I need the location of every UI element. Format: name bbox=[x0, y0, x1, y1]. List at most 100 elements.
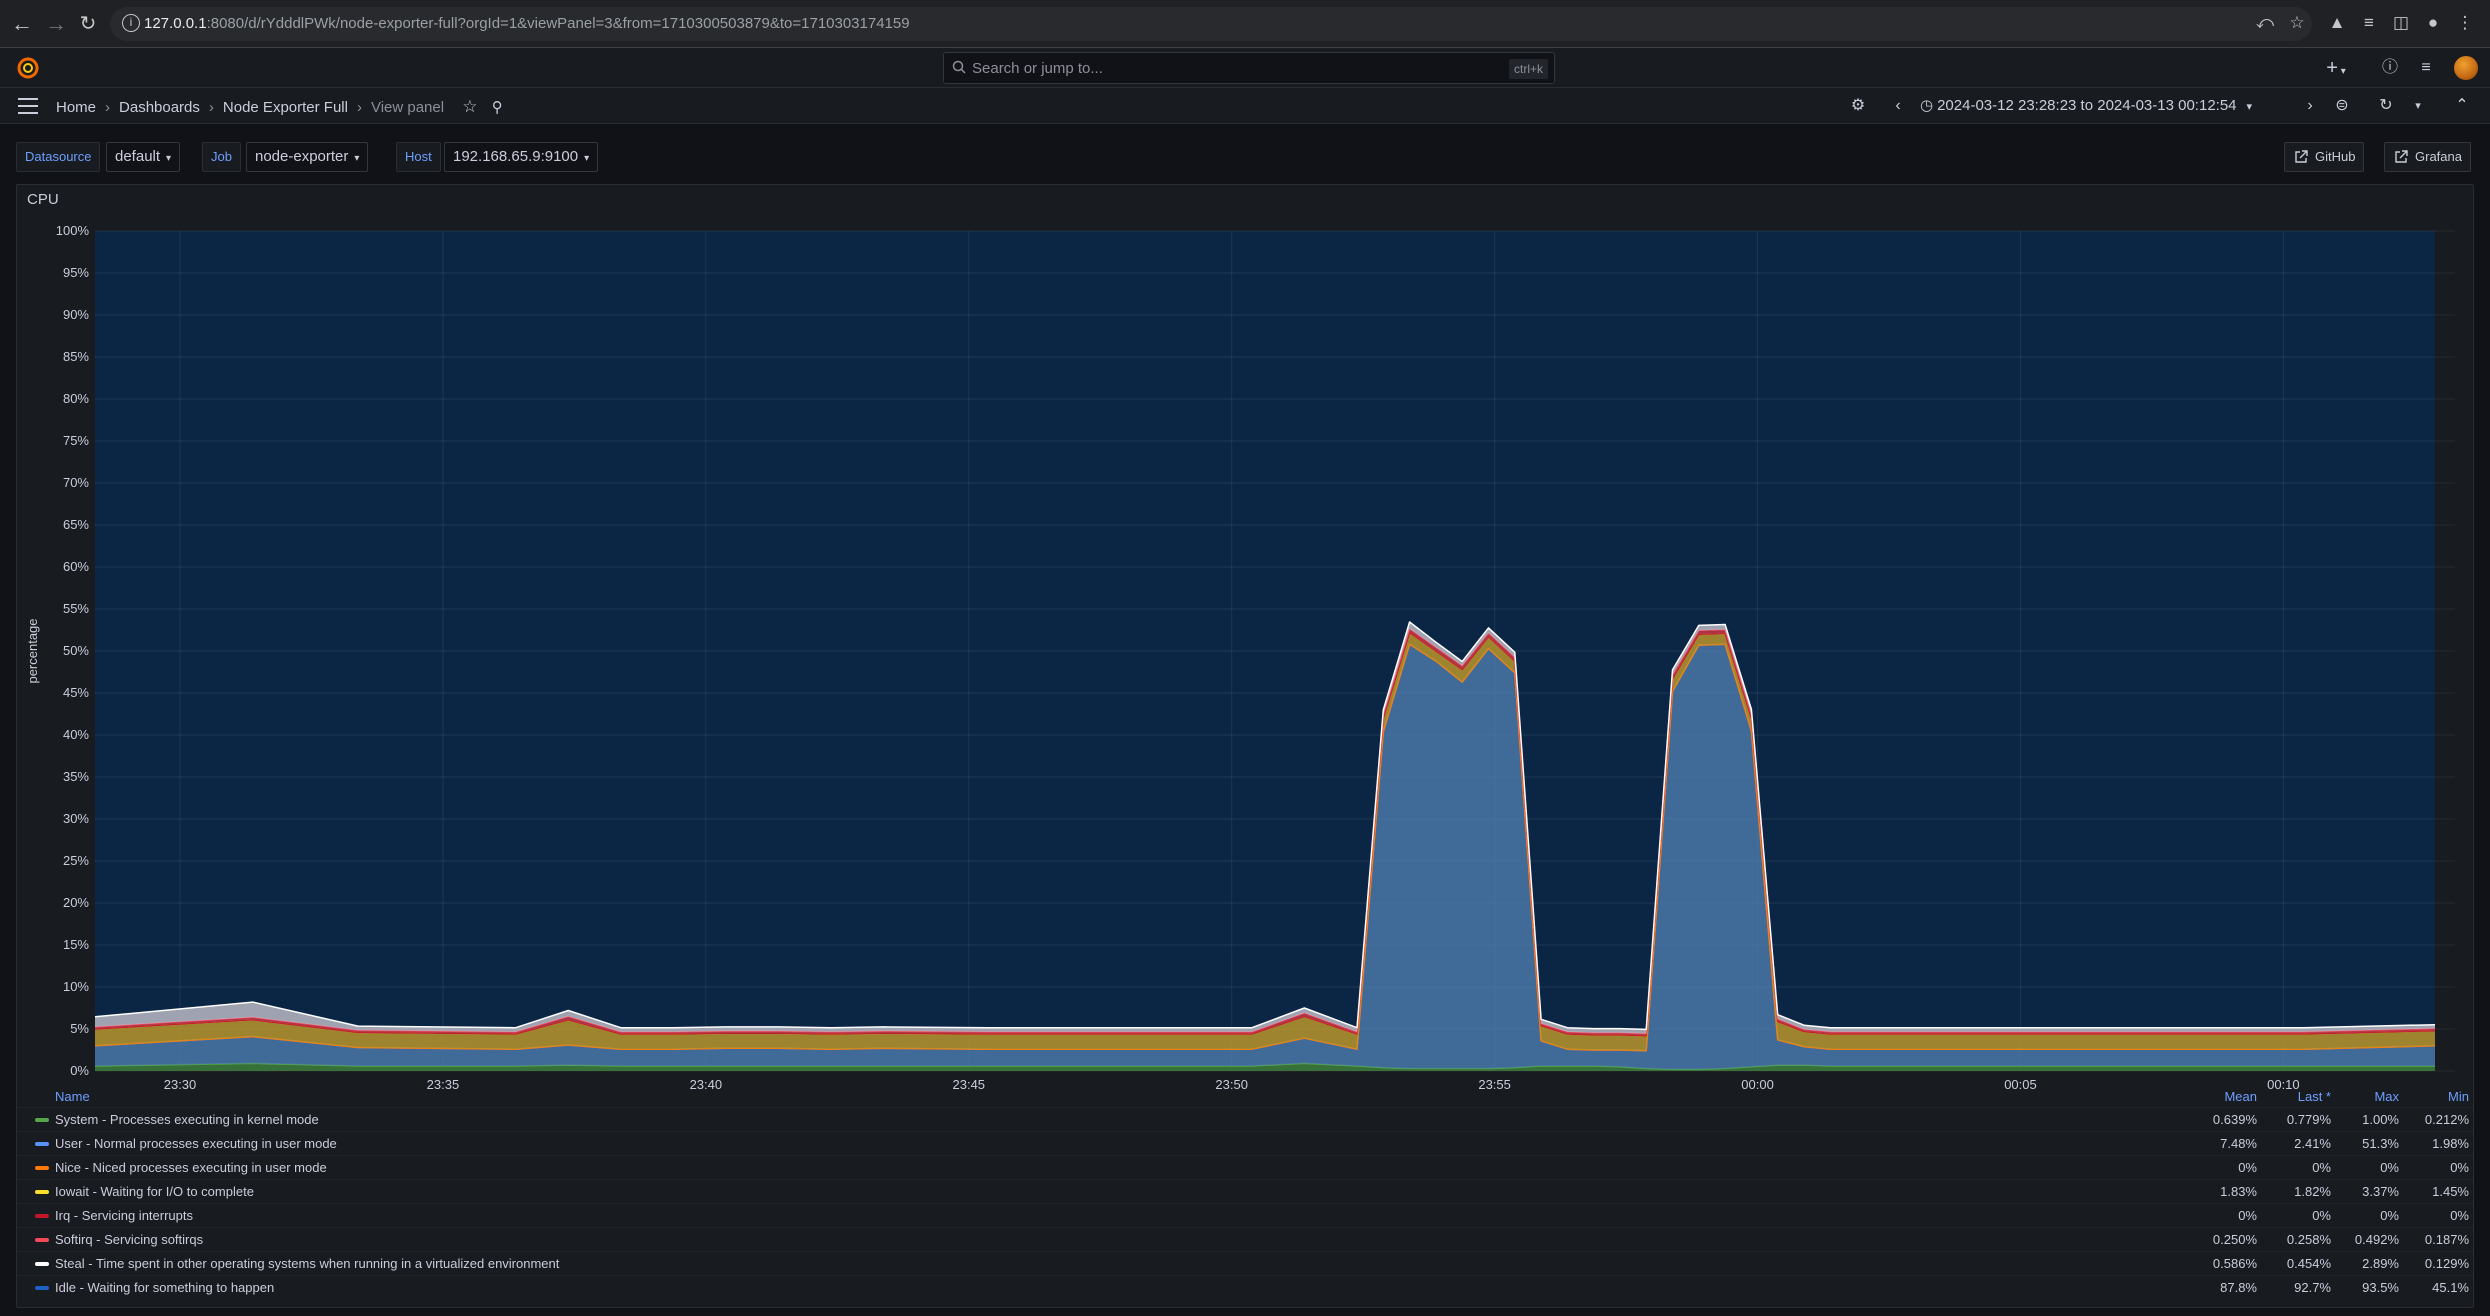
legend-min-value: 0.212% bbox=[2424, 1112, 2469, 1127]
legend-series-name[interactable]: System - Processes executing in kernel m… bbox=[55, 1112, 319, 1127]
menu-kebab-icon[interactable]: ⋮ bbox=[2456, 13, 2474, 32]
breadcrumb-home[interactable]: Home bbox=[56, 99, 97, 116]
profile-icon[interactable]: ● bbox=[2427, 13, 2439, 32]
variable-select-datasource[interactable]: default ▾ bbox=[106, 142, 181, 172]
chart-legend: Name Mean Last * Max Min System - Proces… bbox=[17, 1085, 2473, 1305]
chevron-right-icon: › bbox=[208, 99, 214, 116]
legend-row[interactable]: Idle - Waiting for something to happen 87… bbox=[17, 1275, 2473, 1299]
variable-label-job: Job bbox=[202, 142, 241, 172]
panel-title[interactable]: CPU bbox=[27, 191, 59, 208]
share-dashboard-icon[interactable]: ⚲ bbox=[491, 99, 503, 116]
star-icon[interactable]: ☆ bbox=[462, 97, 478, 116]
y-tick-label: 45% bbox=[63, 685, 89, 700]
y-tick-label: 90% bbox=[63, 307, 89, 322]
legend-series-name[interactable]: Idle - Waiting for something to happen bbox=[55, 1280, 275, 1295]
variable-label-host: Host bbox=[396, 142, 441, 172]
template-variables: Datasource default ▾ Job node-exporter ▾ H… bbox=[0, 124, 2490, 182]
legend-header-name[interactable]: Name bbox=[55, 1089, 90, 1104]
time-back-icon[interactable]: ‹ bbox=[1895, 97, 1901, 114]
help-icon[interactable]: ⓘ bbox=[2381, 59, 2398, 76]
search-input[interactable]: Search or jump to... ctrl+k bbox=[943, 52, 1555, 84]
breadcrumb-dashboard[interactable]: Node Exporter Full bbox=[222, 99, 348, 116]
y-tick-label: 60% bbox=[63, 559, 89, 574]
x-tick-label: 23:40 bbox=[690, 1077, 723, 1092]
collapse-chevron-up-icon[interactable]: ⌃ bbox=[2455, 97, 2469, 114]
x-tick-label: 23:30 bbox=[164, 1077, 197, 1092]
legend-mean-value: 0% bbox=[2238, 1208, 2257, 1223]
refresh-icon[interactable]: ↻ bbox=[2379, 97, 2393, 114]
sidepanel-icon[interactable]: ◫ bbox=[2392, 13, 2410, 32]
menu-hamburger-icon[interactable] bbox=[18, 98, 38, 114]
x-tick-label: 00:00 bbox=[1741, 1077, 1774, 1092]
reload-icon[interactable]: ↻ bbox=[79, 13, 97, 35]
site-info-icon[interactable]: i bbox=[122, 14, 140, 32]
x-tick-label: 23:35 bbox=[427, 1077, 460, 1092]
bookmark-star-icon[interactable]: ☆ bbox=[2289, 13, 2305, 32]
legend-series-name[interactable]: Nice - Niced processes executing in user… bbox=[55, 1160, 327, 1175]
chevron-down-icon: ▾ bbox=[584, 153, 590, 164]
legend-row[interactable]: System - Processes executing in kernel m… bbox=[17, 1107, 2473, 1131]
y-tick-label: 40% bbox=[63, 727, 89, 742]
legend-header-last[interactable]: Last * bbox=[2297, 1089, 2331, 1104]
variable-select-job[interactable]: node-exporter ▾ bbox=[246, 142, 369, 172]
legend-max-value: 0% bbox=[2380, 1208, 2399, 1223]
legend-max-value: 3.37% bbox=[2362, 1184, 2399, 1199]
legend-row[interactable]: Iowait - Waiting for I/O to complete 1.83… bbox=[17, 1179, 2473, 1203]
legend-max-value: 0% bbox=[2380, 1160, 2399, 1175]
github-link-button[interactable]: GitHub bbox=[2284, 142, 2365, 172]
legend-min-value: 1.98% bbox=[2432, 1136, 2469, 1151]
legend-min-value: 1.45% bbox=[2432, 1184, 2469, 1199]
refresh-interval-chevron-icon[interactable]: ▾ bbox=[2415, 100, 2421, 112]
extension-icon[interactable]: ▲ bbox=[2328, 13, 2346, 32]
legend-series-name[interactable]: Steal - Time spent in other operating sy… bbox=[55, 1256, 560, 1271]
search-icon bbox=[952, 60, 966, 74]
variable-select-host[interactable]: 192.168.65.9:9100 ▾ bbox=[444, 142, 599, 172]
media-icon[interactable]: ≡ bbox=[2364, 13, 2374, 32]
legend-row[interactable]: Steal - Time spent in other operating sy… bbox=[17, 1251, 2473, 1275]
time-range-picker[interactable]: ◷ 2024-03-12 23:28:23 to 2024-03-13 00:12… bbox=[1920, 97, 2253, 114]
user-avatar[interactable] bbox=[2454, 56, 2478, 80]
cpu-chart-svg[interactable]: 0% 5% 10% 15% 20% 25% 30% 35% 40% 45% 50% 55% 60% 65%… bbox=[17, 213, 2473, 1093]
add-new-button[interactable]: + ▾ bbox=[2326, 57, 2346, 79]
y-tick-label: 80% bbox=[63, 391, 89, 406]
breadcrumb-current: View panel bbox=[370, 99, 445, 116]
grafana-logo-icon[interactable] bbox=[16, 56, 40, 80]
chevron-down-icon: ▾ bbox=[2246, 101, 2253, 113]
legend-series-name[interactable]: Softirq - Servicing softirqs bbox=[55, 1232, 204, 1247]
settings-gear-icon[interactable]: ⚙ bbox=[1850, 97, 1866, 114]
y-tick-label: 70% bbox=[63, 475, 89, 490]
zoom-out-icon[interactable]: ⊜ bbox=[2335, 97, 2349, 114]
legend-mean-value: 0.250% bbox=[2212, 1232, 2257, 1247]
y-tick-label: 100% bbox=[56, 223, 90, 238]
search-shortcut: ctrl+k bbox=[1508, 59, 1548, 79]
legend-series-name[interactable]: Iowait - Waiting for I/O to complete bbox=[55, 1184, 254, 1199]
legend-row[interactable]: User - Normal processes executing in use… bbox=[17, 1131, 2473, 1155]
legend-row[interactable]: Nice - Niced processes executing in user… bbox=[17, 1155, 2473, 1179]
legend-max-value: 93.5% bbox=[2362, 1280, 2399, 1295]
address-bar[interactable]: i 127.0.0.1:8080/d/rYdddlPWk/node-export… bbox=[110, 7, 2312, 41]
legend-row[interactable]: Softirq - Servicing softirqs 0.250% 0.258%… bbox=[17, 1227, 2473, 1251]
legend-series-name[interactable]: User - Normal processes executing in use… bbox=[55, 1136, 337, 1151]
breadcrumb-dashboards[interactable]: Dashboards bbox=[119, 99, 200, 116]
news-feed-icon[interactable]: ≡ bbox=[2421, 59, 2431, 76]
x-tick-label: 00:05 bbox=[2004, 1077, 2037, 1092]
legend-row[interactable]: Irq - Servicing interrupts 0% 0% 0% 0% bbox=[17, 1203, 2473, 1227]
legend-swatch bbox=[35, 1118, 49, 1122]
chevron-down-icon: ▾ bbox=[354, 153, 360, 164]
cpu-chart[interactable]: 0% 5% 10% 15% 20% 25% 30% 35% 40% 45% 50% 55% 60% 65%… bbox=[17, 213, 2473, 1093]
y-tick-label: 15% bbox=[63, 937, 89, 952]
legend-swatch bbox=[35, 1142, 49, 1146]
grafana-link-button[interactable]: Grafana bbox=[2384, 142, 2471, 172]
legend-header-min[interactable]: Min bbox=[2448, 1089, 2469, 1104]
legend-last-value: 0% bbox=[2312, 1208, 2331, 1223]
time-forward-icon[interactable]: › bbox=[2307, 97, 2313, 114]
legend-series-name[interactable]: Irq - Servicing interrupts bbox=[55, 1208, 193, 1223]
x-tick-label: 23:55 bbox=[1478, 1077, 1511, 1092]
legend-mean-value: 0.586% bbox=[2212, 1256, 2257, 1271]
forward-icon[interactable]: → bbox=[45, 11, 67, 36]
legend-header-mean[interactable]: Mean bbox=[2224, 1089, 2257, 1104]
back-icon[interactable]: ← bbox=[11, 11, 33, 36]
share-icon[interactable]: ⤺ bbox=[2255, 13, 2275, 32]
legend-header-max[interactable]: Max bbox=[2374, 1089, 2399, 1104]
legend-last-value: 0.779% bbox=[2286, 1112, 2331, 1127]
